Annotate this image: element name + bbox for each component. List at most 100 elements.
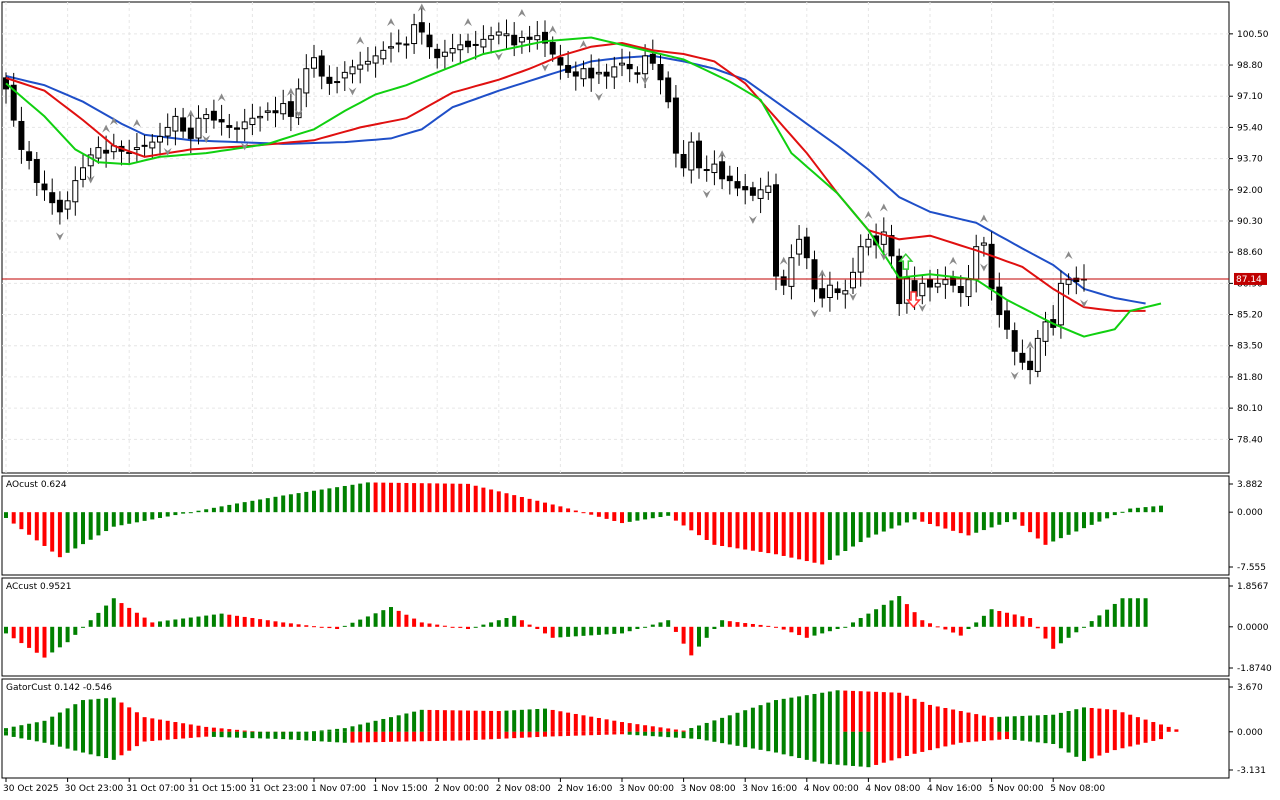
ac-bar bbox=[658, 622, 663, 627]
x-tick-label: 3 Nov 00:00 bbox=[619, 784, 674, 794]
y-tick-label: 100.50 bbox=[1237, 30, 1269, 40]
ac-bar bbox=[989, 609, 994, 627]
gator-down-bar bbox=[1074, 731, 1079, 757]
ao-bar bbox=[312, 490, 316, 513]
ao-bar bbox=[974, 512, 979, 533]
ao-panel[interactable]: 3.882 0.000 -7.555 AOcust 0.624 bbox=[1, 475, 1266, 576]
ac-bar bbox=[381, 610, 386, 627]
ao-bar bbox=[381, 482, 386, 513]
gator-up-bar bbox=[851, 690, 855, 732]
ac-bar bbox=[227, 614, 232, 627]
candle-body bbox=[796, 238, 803, 255]
gator-down-bar bbox=[643, 731, 648, 736]
gator-up-bar bbox=[235, 729, 239, 732]
y-tick-label: -1.8740 bbox=[1237, 664, 1272, 674]
ac-bar bbox=[219, 613, 224, 627]
gator-down-bar bbox=[650, 731, 655, 737]
ao-bar bbox=[458, 483, 463, 513]
ac-bar bbox=[704, 626, 709, 638]
fractal-up-icon bbox=[387, 18, 395, 27]
y-tick-label: 0.0000 bbox=[1237, 623, 1269, 633]
gator-down-bar bbox=[435, 731, 440, 741]
candle-body bbox=[518, 37, 525, 43]
ao-bar bbox=[196, 510, 201, 513]
gator-down-bar bbox=[19, 731, 24, 739]
gator-down-bar bbox=[743, 731, 748, 748]
ao-bar bbox=[735, 512, 740, 549]
price-panel[interactable]: 100.50 98.80 97.10 95.40 93.70 92.00 90.30 88.6… bbox=[1, 1, 1269, 474]
candle-body bbox=[1004, 310, 1010, 330]
gator-up-bar bbox=[350, 726, 355, 732]
candle-body bbox=[441, 51, 448, 57]
y-tick-label: 1.8567 bbox=[1237, 582, 1269, 592]
gator-up-bar bbox=[227, 729, 232, 732]
gator-up-bar bbox=[735, 712, 740, 732]
gator-down-bar bbox=[250, 731, 255, 739]
ac-bar bbox=[566, 626, 571, 637]
ac-bar bbox=[1082, 626, 1086, 628]
gator-up-bar bbox=[342, 728, 347, 732]
ao-bar bbox=[620, 512, 624, 524]
candle-body bbox=[141, 144, 148, 147]
x-tick-label: 5 Nov 08:00 bbox=[1050, 784, 1105, 794]
gator-down-bar bbox=[981, 731, 986, 741]
gator-up-bar bbox=[335, 728, 340, 732]
gator-up-bar bbox=[88, 699, 93, 732]
ac-bar bbox=[558, 626, 563, 638]
ao-bar bbox=[427, 483, 432, 513]
ac-bar bbox=[1120, 598, 1125, 627]
ac-bar bbox=[581, 626, 586, 636]
gator-up-bar bbox=[134, 712, 139, 732]
gator-up-bar bbox=[620, 722, 624, 732]
gator-up-bar bbox=[743, 710, 748, 732]
gator-down-bar bbox=[704, 731, 709, 741]
fractal-down-icon bbox=[748, 215, 757, 224]
ac-bar bbox=[342, 625, 347, 627]
ac-bar bbox=[304, 625, 309, 627]
candle-body bbox=[210, 110, 217, 121]
candle-body bbox=[434, 48, 441, 59]
ao-bar bbox=[858, 512, 863, 543]
ao-bar bbox=[827, 512, 832, 560]
gator-up-bar bbox=[327, 729, 332, 732]
gator-up-bar bbox=[1135, 717, 1140, 732]
ac-bar bbox=[1128, 598, 1133, 627]
y-tick-label: 81.80 bbox=[1237, 373, 1263, 383]
ao-bar bbox=[173, 512, 178, 516]
ao-bar bbox=[550, 504, 555, 513]
time-axis: 30 Oct 2025 30 Oct 23:00 31 Oct 07:00 31 Oc… bbox=[3, 778, 1105, 794]
gator-panel[interactable]: 3.670 0.000 -3.131 GatorCust 0.142 -0.546 bbox=[1, 678, 1266, 779]
ac-bar bbox=[404, 614, 409, 627]
gator-up-bar bbox=[496, 711, 501, 732]
ao-bar bbox=[319, 489, 324, 513]
price-axis: 100.50 98.80 97.10 95.40 93.70 92.00 90.30 88.6… bbox=[1229, 30, 1269, 445]
ao-bar bbox=[73, 512, 78, 549]
ao-bar bbox=[1012, 512, 1017, 520]
gator-up-bar bbox=[412, 711, 417, 732]
gator-down-bar bbox=[851, 731, 855, 766]
candle-body bbox=[665, 77, 672, 103]
candle-body bbox=[341, 71, 348, 79]
candle-body bbox=[626, 63, 633, 70]
x-tick-label: 31 Oct 07:00 bbox=[126, 784, 185, 794]
ao-bar bbox=[981, 512, 986, 531]
x-tick-label: 1 Nov 15:00 bbox=[373, 784, 428, 794]
candle-body bbox=[472, 43, 479, 46]
ao-bar bbox=[81, 512, 85, 545]
gator-up-bar bbox=[774, 700, 778, 732]
ao-bar bbox=[127, 512, 132, 524]
candle-body bbox=[788, 257, 795, 287]
candle-body bbox=[49, 192, 56, 204]
gator-down-bar bbox=[419, 731, 424, 742]
ac-bar bbox=[265, 620, 270, 627]
candle-body bbox=[64, 200, 71, 210]
ac-panel[interactable]: 1.8567 0.0000 -1.8740 ACcust 0.9521 bbox=[1, 577, 1272, 677]
candle-body bbox=[495, 31, 502, 36]
candle-body bbox=[257, 115, 264, 119]
ac-bar bbox=[134, 612, 139, 627]
ac-bar bbox=[358, 619, 363, 627]
gator-down-bar bbox=[858, 731, 863, 767]
ao-bar bbox=[104, 512, 109, 532]
ac-bar bbox=[881, 604, 886, 627]
